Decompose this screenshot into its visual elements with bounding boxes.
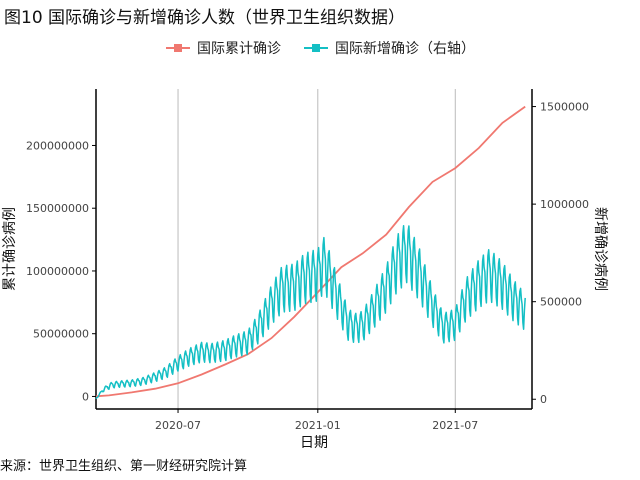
y-right-tick-label-3: 1500000 (540, 101, 589, 114)
y-left-tick-label-1: 50000000 (33, 328, 89, 341)
x-tick-label-2: 2021-07 (432, 419, 478, 432)
x-tick-label-1: 2021-01 (295, 419, 341, 432)
y-axis-title-right: 新增确诊病例 (592, 207, 608, 291)
series-line-new (95, 224, 526, 400)
chart-title: 图10 国际确诊与新增确诊人数（世界卫生组织数据） (4, 8, 406, 28)
y-right-tick-label-2: 1000000 (540, 198, 589, 211)
y-left-tick-label-4: 200000000 (26, 139, 89, 152)
y-right-tick-label-0: 0 (540, 393, 547, 406)
legend-label-cumulative: 国际累计确诊 (197, 41, 281, 57)
legend-marker-new (312, 44, 320, 52)
x-axis-title: 日期 (300, 435, 328, 451)
legend-swatch-new (304, 44, 328, 52)
y-left-tick-label-2: 100000000 (26, 265, 89, 278)
legend-label-new: 国际新增确诊（右轴） (335, 41, 475, 57)
source-note: 来源：世界卫生组织、第一财经研究院计算 (0, 459, 248, 474)
legend-item-new: 国际新增确诊（右轴） (303, 38, 475, 58)
series-line-cumulative (95, 105, 526, 398)
legend-swatch-cumulative (166, 44, 190, 52)
y-axis-title-left: 累计确诊病例 (2, 207, 18, 291)
x-tick-label-0: 2020-07 (155, 419, 201, 432)
y-left-tick-label-0: 0 (82, 390, 89, 403)
legend: 国际累计确诊 国际新增确诊（右轴） (0, 38, 640, 58)
y-right-tick-label-1: 500000 (540, 296, 582, 309)
legend-item-cumulative: 国际累计确诊 (165, 38, 281, 58)
legend-marker-cumulative (174, 44, 182, 52)
y-left-tick-label-3: 150000000 (26, 202, 89, 215)
